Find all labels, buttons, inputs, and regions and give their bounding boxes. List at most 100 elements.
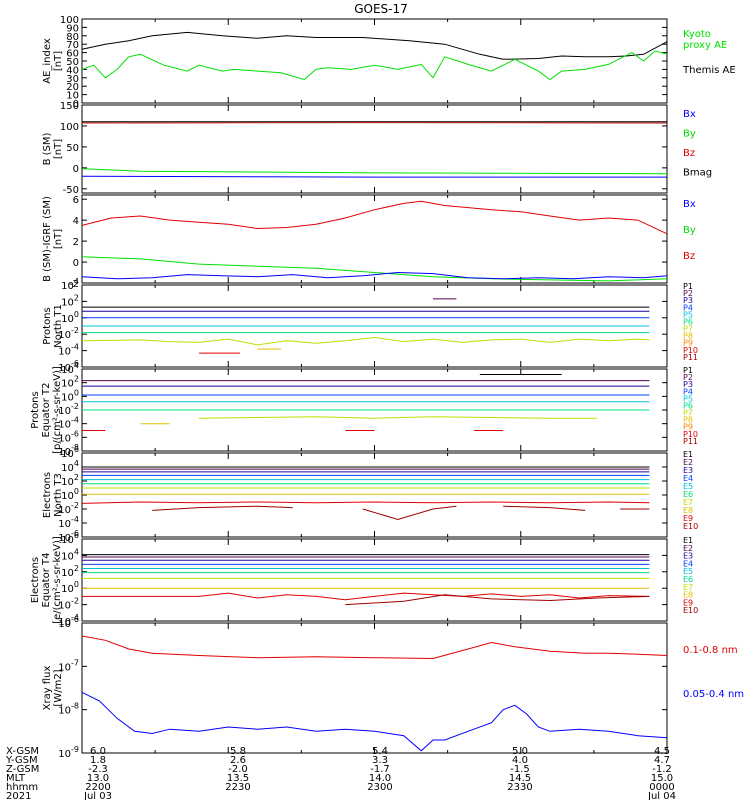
legend-entry: E10 <box>683 606 698 615</box>
y-axis-label: Protons <box>30 391 41 428</box>
legend-entry: E5 <box>683 567 693 576</box>
legend-entry: E1 <box>683 450 693 459</box>
x-axis-row-label: hhmm <box>6 782 38 793</box>
x-axis-tick-label: 4.5 <box>654 746 670 757</box>
legend-entry: E10 <box>683 522 698 531</box>
y-tick-label: 104 <box>61 277 79 292</box>
y-tick-label: 100 <box>61 310 79 325</box>
x-axis-tick-label: -2.0 <box>228 764 248 775</box>
legend-entry: E3 <box>683 552 693 561</box>
legend-entry: Bx <box>683 199 696 210</box>
x-axis-row-label: Z-GSM <box>6 764 39 775</box>
y-axis-label: [p/(cm²-s-sr-keV)] <box>52 366 63 454</box>
legend-entry: E4 <box>683 559 693 568</box>
y-tick-label: 0 <box>73 258 79 269</box>
x-axis-tick-label: 4.7 <box>654 755 670 766</box>
y-axis-label: [W/m2] <box>53 669 64 706</box>
legend-entry: P11 <box>683 437 698 446</box>
y-tick-label: 70 <box>66 40 79 51</box>
panel-frame <box>81 194 668 284</box>
y-axis-label: AE_index <box>42 38 53 84</box>
y-tick-label: 10-6 <box>58 359 79 374</box>
x-axis-tick-label: 14.5 <box>509 773 531 784</box>
y-tick-label: 102 <box>61 375 79 390</box>
y-axis-label: B (SM)-IGRF (SM) <box>42 196 53 282</box>
legend-entry: P11 <box>683 353 698 362</box>
x-axis-tick-label: 1.8 <box>90 755 106 766</box>
x-axis-tick-label: 2200 <box>85 782 110 793</box>
series-line-bx <box>81 175 667 178</box>
series-line-by <box>81 168 668 175</box>
y-tick-label: 0 <box>73 164 79 175</box>
x-axis-tick-label: 14.0 <box>369 773 391 784</box>
y-tick-label: -50 <box>63 185 79 196</box>
y-tick-label: 100 <box>61 580 79 595</box>
x-axis-tick-label: 15.0 <box>651 773 673 784</box>
x-axis-tick-label: 6.0 <box>90 746 106 757</box>
panel-frame <box>81 538 668 622</box>
x-axis-tick-label: -1.7 <box>370 764 390 775</box>
y-tick-label: 102 <box>61 293 79 308</box>
y-tick-label: 10-8 <box>58 702 79 717</box>
y-axis-label: North T3 <box>53 473 64 517</box>
x-axis-tick-label: 3.3 <box>372 755 388 766</box>
series-line-e10 <box>152 505 293 511</box>
y-axis-label: [e/(cm²-s-sr-keV)] <box>52 536 63 624</box>
series-line-e9 <box>82 592 650 601</box>
legend-entry: Bx <box>683 109 696 120</box>
legend-entry: P4 <box>683 387 693 396</box>
x-axis-tick-label: 13.0 <box>87 773 109 784</box>
series-line-p7 <box>81 336 650 346</box>
y-tick-label: 100 <box>61 388 79 403</box>
y-tick-label: 10-4 <box>58 515 79 530</box>
y-tick-label: 10-2 <box>58 501 79 516</box>
legend-entry: E2 <box>683 458 693 467</box>
x-axis-tick-label: 5.0 <box>512 746 528 757</box>
x-axis-tick-label: 5.8 <box>230 746 246 757</box>
y-tick-label: 10-6 <box>58 429 79 444</box>
x-axis-tick-label: -1.5 <box>510 764 530 775</box>
legend-entry: E8 <box>683 506 693 515</box>
y-axis-label: [nT] <box>53 229 64 249</box>
legend-entry: E8 <box>683 591 693 600</box>
x-axis-tick-label: 2300 <box>367 782 392 793</box>
legend-entry: P8 <box>683 332 693 341</box>
legend-entry: E3 <box>683 466 693 475</box>
y-tick-label: 10-8 <box>58 443 79 458</box>
legend-entry: P7 <box>683 325 693 334</box>
y-tick-label: 50 <box>66 57 79 68</box>
legend-entry: P2 <box>683 373 693 382</box>
legend-entry: P2 <box>683 289 693 298</box>
legend-entry: E1 <box>683 536 693 545</box>
series-line-e10b <box>362 505 457 521</box>
x-axis-tick-label: 13.5 <box>227 773 249 784</box>
y-tick-label: 60 <box>66 49 79 60</box>
legend-entry: E7 <box>683 583 693 592</box>
y-tick-label: 10-2 <box>58 402 79 417</box>
series-line-p7 <box>198 416 597 419</box>
y-tick-label: 10-4 <box>58 416 79 431</box>
legend-entry: P3 <box>683 380 693 389</box>
y-tick-label: 10-6 <box>58 529 79 544</box>
y-tick-label: 2 <box>73 237 79 248</box>
panel-bdiff: -2 0 2 4 6 B (SM)-IGRF (SM) [nT] Bx By Bz <box>42 194 696 290</box>
legend-entry: E6 <box>683 575 693 584</box>
y-tick-label: 0 <box>73 99 79 110</box>
y-tick-label: 10-4 <box>58 343 79 358</box>
y-tick-label: 10-4 <box>58 613 79 628</box>
legend-entry: 0.1-0.8 nm <box>683 645 738 656</box>
panel-frame <box>81 452 668 538</box>
x-axis-tick-label: 0000 <box>649 782 674 793</box>
y-tick-label: 6 <box>73 195 79 206</box>
legend-entry: 0.05-0.4 nm <box>683 689 744 700</box>
y-tick-label: 150 <box>60 101 79 112</box>
legend-entry: P6 <box>683 317 693 326</box>
x-axis-tick-label: 5.4 <box>372 746 388 757</box>
legend-entry: Bmag <box>683 168 712 179</box>
y-axis-label: Electrons <box>42 472 53 518</box>
x-axis-tick-label: Jul 03 <box>83 791 112 800</box>
